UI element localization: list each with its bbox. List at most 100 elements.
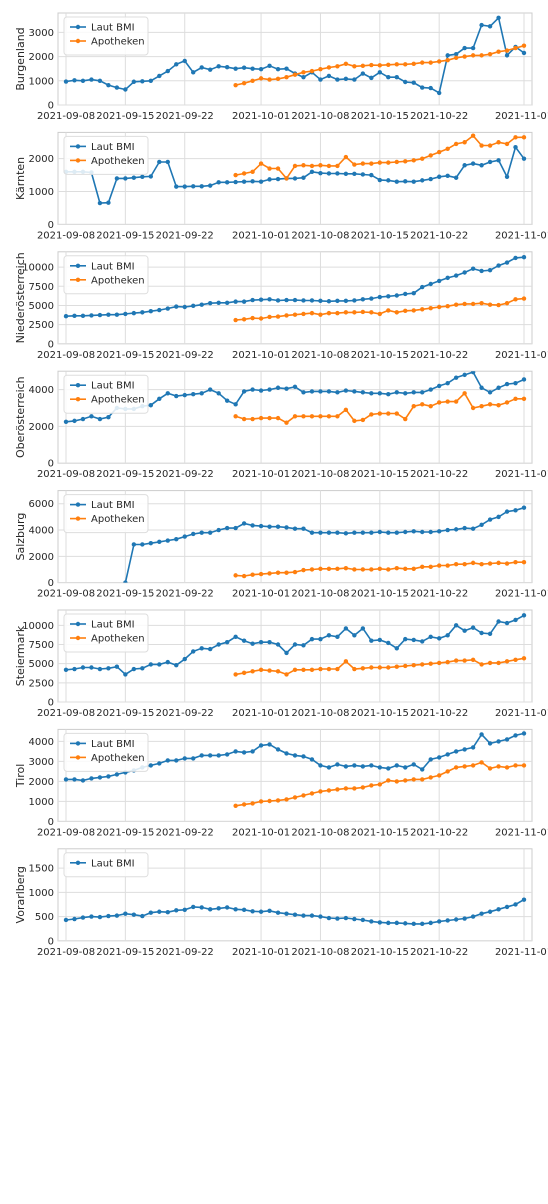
data-point	[344, 531, 348, 535]
data-point	[378, 312, 382, 316]
data-point	[132, 542, 136, 546]
data-point	[267, 640, 271, 644]
data-point	[479, 911, 483, 915]
data-point	[445, 633, 449, 637]
x-tick-label: 2021-10-22	[410, 827, 468, 838]
y-axis-label: Tirol	[14, 764, 27, 789]
legend-label: Apotheken	[91, 156, 145, 167]
data-point	[395, 390, 399, 394]
x-tick-label: 2021-11-01	[495, 947, 548, 958]
x-tick-label: 2021-10-15	[351, 827, 409, 838]
data-point	[276, 911, 280, 915]
data-point	[242, 521, 246, 525]
data-point	[293, 570, 297, 574]
legend-label: Laut BMI	[91, 620, 135, 631]
y-tick-label: 0	[48, 578, 54, 589]
data-point	[200, 184, 204, 188]
data-point	[200, 646, 204, 650]
data-point	[471, 266, 475, 270]
data-point	[233, 414, 237, 418]
data-point	[259, 640, 263, 644]
data-point	[301, 793, 305, 797]
data-point	[301, 70, 305, 74]
data-point	[132, 176, 136, 180]
data-point	[395, 779, 399, 783]
data-point	[301, 913, 305, 917]
data-point	[106, 415, 110, 419]
data-point	[208, 907, 212, 911]
data-point	[267, 387, 271, 391]
data-point	[149, 309, 153, 313]
data-point	[318, 389, 322, 393]
data-point	[505, 53, 509, 57]
x-tick-label: 2021-09-22	[156, 469, 214, 480]
data-point	[479, 404, 483, 408]
data-point	[437, 384, 441, 388]
data-point	[344, 916, 348, 920]
data-point	[369, 783, 373, 787]
data-point	[284, 672, 288, 676]
data-point	[361, 626, 365, 630]
data-point	[284, 751, 288, 755]
data-point	[437, 305, 441, 309]
data-point	[361, 666, 365, 670]
x-tick-label: 2021-11-01	[495, 827, 548, 838]
x-tick-label: 2021-10-22	[410, 589, 468, 600]
data-point	[157, 74, 161, 78]
data-point	[462, 658, 466, 662]
x-tick-label: 2021-10-22	[410, 350, 468, 361]
data-point	[496, 907, 500, 911]
data-point	[284, 797, 288, 801]
y-tick-label: 2500	[29, 320, 54, 331]
x-tick-label: 2021-10-22	[410, 469, 468, 480]
x-tick-label: 2021-10-01	[232, 827, 290, 838]
data-point	[522, 763, 526, 767]
data-point	[369, 530, 373, 534]
x-tick-label: 2021-09-22	[156, 589, 214, 600]
data-point	[250, 909, 254, 913]
data-point	[81, 665, 85, 669]
data-point	[327, 765, 331, 769]
legend-swatch-marker	[76, 25, 80, 29]
data-point	[115, 913, 119, 917]
data-point	[488, 303, 492, 307]
data-point	[412, 529, 416, 533]
data-point	[420, 390, 424, 394]
data-point	[386, 411, 390, 415]
data-point	[471, 133, 475, 137]
data-point	[89, 914, 93, 918]
data-point	[462, 140, 466, 144]
data-point	[183, 184, 187, 188]
legend-label: Laut BMI	[91, 261, 135, 272]
data-point	[471, 161, 475, 165]
data-point	[386, 63, 390, 67]
data-point	[522, 51, 526, 55]
data-point	[429, 635, 433, 639]
data-point	[369, 76, 373, 80]
x-tick-label: 2021-10-22	[410, 708, 468, 719]
y-tick-label: 1500	[29, 864, 54, 875]
data-point	[454, 399, 458, 403]
x-tick-label: 2021-11-01	[495, 350, 548, 361]
data-point	[522, 377, 526, 381]
data-point	[412, 62, 416, 66]
data-point	[505, 142, 509, 146]
data-point	[395, 62, 399, 66]
x-tick-label: 2021-09-15	[96, 230, 154, 241]
data-point	[488, 402, 492, 406]
data-point	[361, 418, 365, 422]
data-point	[386, 178, 390, 182]
data-point	[106, 774, 110, 778]
data-point	[276, 77, 280, 81]
data-point	[361, 71, 365, 75]
data-point	[378, 567, 382, 571]
data-point	[259, 179, 263, 183]
y-tick-label: 0	[48, 459, 54, 470]
data-point	[344, 659, 348, 663]
x-tick-label: 2021-09-08	[37, 947, 95, 958]
data-point	[132, 311, 136, 315]
data-point	[115, 772, 119, 776]
data-point	[98, 79, 102, 83]
data-point	[327, 171, 331, 175]
data-point	[174, 184, 178, 188]
